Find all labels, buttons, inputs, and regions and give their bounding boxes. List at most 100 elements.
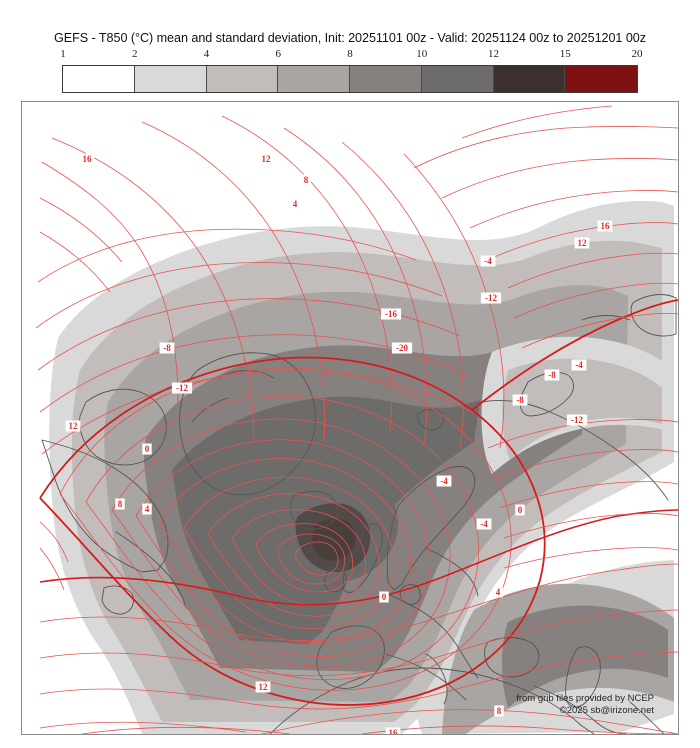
contour-line	[341, 141, 464, 449]
contour-line	[39, 521, 69, 563]
contour-label: -4	[480, 519, 488, 529]
colorbar: 1 2 4 6 8 10 12 15 20	[60, 48, 643, 93]
contour-label-halo	[379, 591, 389, 603]
contour-line	[141, 121, 326, 443]
coastline-svalbard	[417, 409, 445, 431]
contour-line	[39, 231, 111, 293]
contour-label-halo	[436, 475, 452, 487]
contour-line	[503, 547, 678, 569]
contour-label: -12	[571, 415, 583, 425]
contour-label-halo	[142, 503, 152, 515]
colorbar-tick-labels: 1 2 4 6 8 10 12 15 20	[60, 48, 642, 64]
page-title: GEFS - T850 (°C) mean and standard devia…	[53, 31, 646, 45]
contour-line	[255, 523, 354, 593]
contour-line	[521, 312, 678, 349]
contour-line	[39, 651, 678, 710]
contour-line	[35, 262, 443, 329]
contour-label-halo	[512, 394, 528, 406]
contour-line	[503, 513, 678, 539]
stddev-band-right-tongue-2	[502, 358, 662, 460]
contour-label-halo	[79, 153, 95, 165]
coastline-greenland	[179, 352, 316, 496]
contour-line	[361, 725, 678, 734]
contour-label-halo	[65, 420, 81, 432]
contour-line-zero	[39, 356, 546, 706]
contour-line	[491, 222, 678, 259]
coastline-mediterranean-north	[383, 653, 467, 701]
colorbar-segment	[278, 66, 350, 92]
contour-label-halo	[566, 414, 588, 426]
colorbar-tick-label: 15	[559, 48, 571, 60]
contour-line	[469, 190, 678, 229]
contour-label: 16	[389, 728, 399, 734]
colorbar-segment	[421, 66, 494, 92]
contour-label-layer: 16 12 8 4 16 12 -4 -12 -16 -20 -8 -4 -12 -8 -8 12 -12 0 -4…	[65, 153, 613, 734]
coastline-canada-mainland	[41, 439, 169, 573]
contour-line	[41, 161, 179, 403]
contour-line	[41, 370, 481, 455]
contour-label-halo	[544, 369, 560, 381]
contour-label: 0	[145, 444, 150, 454]
map-frame[interactable]: 16 12 8 4 16 12 -4 -12 -16 -20 -8 -4 -12 -8 -8 12 -12 0 -4…	[21, 101, 679, 735]
contour-label-halo	[255, 681, 271, 693]
contour-line	[495, 449, 678, 479]
contour-line	[111, 418, 451, 668]
contour-line	[507, 252, 678, 289]
contour-label-halo	[115, 498, 125, 510]
contour-label-halo	[515, 504, 525, 516]
contour-label: -4	[440, 476, 448, 486]
colorbar-segment	[63, 66, 135, 92]
contour-line-zero-extension	[471, 299, 678, 411]
contour-label: -4	[484, 256, 492, 266]
colorbar-tick-label: 6	[275, 48, 282, 60]
contour-line-zero-south	[39, 509, 678, 606]
contour-label: -12	[485, 293, 497, 303]
stddev-band-12b	[312, 518, 356, 561]
colorbar-segment	[206, 66, 279, 92]
contour-line	[403, 153, 505, 449]
contour-label: 4	[496, 587, 501, 597]
contour-line	[51, 137, 255, 443]
contour-label-halo	[171, 382, 193, 394]
colorbar-tick-label: 8	[347, 48, 353, 60]
contour-label-halo	[494, 705, 504, 717]
contour-line	[231, 509, 366, 605]
contour-label: 8	[304, 175, 309, 185]
contour-label-halo	[493, 586, 503, 598]
coastline-north-africa	[269, 667, 595, 734]
coastline-ireland	[323, 568, 347, 593]
contour-label: 12	[259, 682, 269, 692]
contour-line	[85, 395, 480, 681]
contour-label: -12	[176, 383, 188, 393]
contour-label: 12	[69, 421, 79, 431]
contour-line	[441, 158, 678, 199]
coastline-alaska	[630, 294, 677, 337]
contour-label: -8	[516, 395, 524, 405]
contour-label: 0	[382, 592, 387, 602]
contour-label: -16	[385, 309, 397, 319]
contour-line	[37, 228, 417, 283]
contour-label: 16	[83, 154, 93, 164]
coastline-ne-siberia	[581, 315, 631, 321]
contour-label-halo	[380, 308, 402, 320]
coastline-iberia	[316, 625, 385, 689]
contour-line	[499, 481, 678, 509]
contour-line	[413, 126, 678, 169]
contour-line	[283, 127, 428, 445]
map-canvas[interactable]: 16 12 8 4 16 12 -4 -12 -16 -20 -8 -4 -12 -8 -8 12 -12 0 -4…	[22, 102, 678, 734]
colorbar-tick-label: 10	[416, 48, 428, 60]
contour-layer	[35, 105, 678, 734]
contour-label-halo	[301, 174, 311, 186]
contour-line	[39, 547, 65, 591]
contour-label: -20	[396, 343, 408, 353]
stddev-band-bottom-right-2	[502, 605, 668, 708]
colorbar-tick-label: 1	[60, 48, 66, 60]
contour-line	[261, 709, 678, 734]
contour-line	[39, 563, 678, 641]
contour-label-halo	[480, 292, 502, 304]
contour-label: -8	[163, 343, 171, 353]
contour-label-halo	[391, 342, 413, 354]
contour-label: 16	[601, 221, 611, 231]
contour-line	[183, 476, 395, 630]
coastline-iceland	[290, 491, 338, 530]
